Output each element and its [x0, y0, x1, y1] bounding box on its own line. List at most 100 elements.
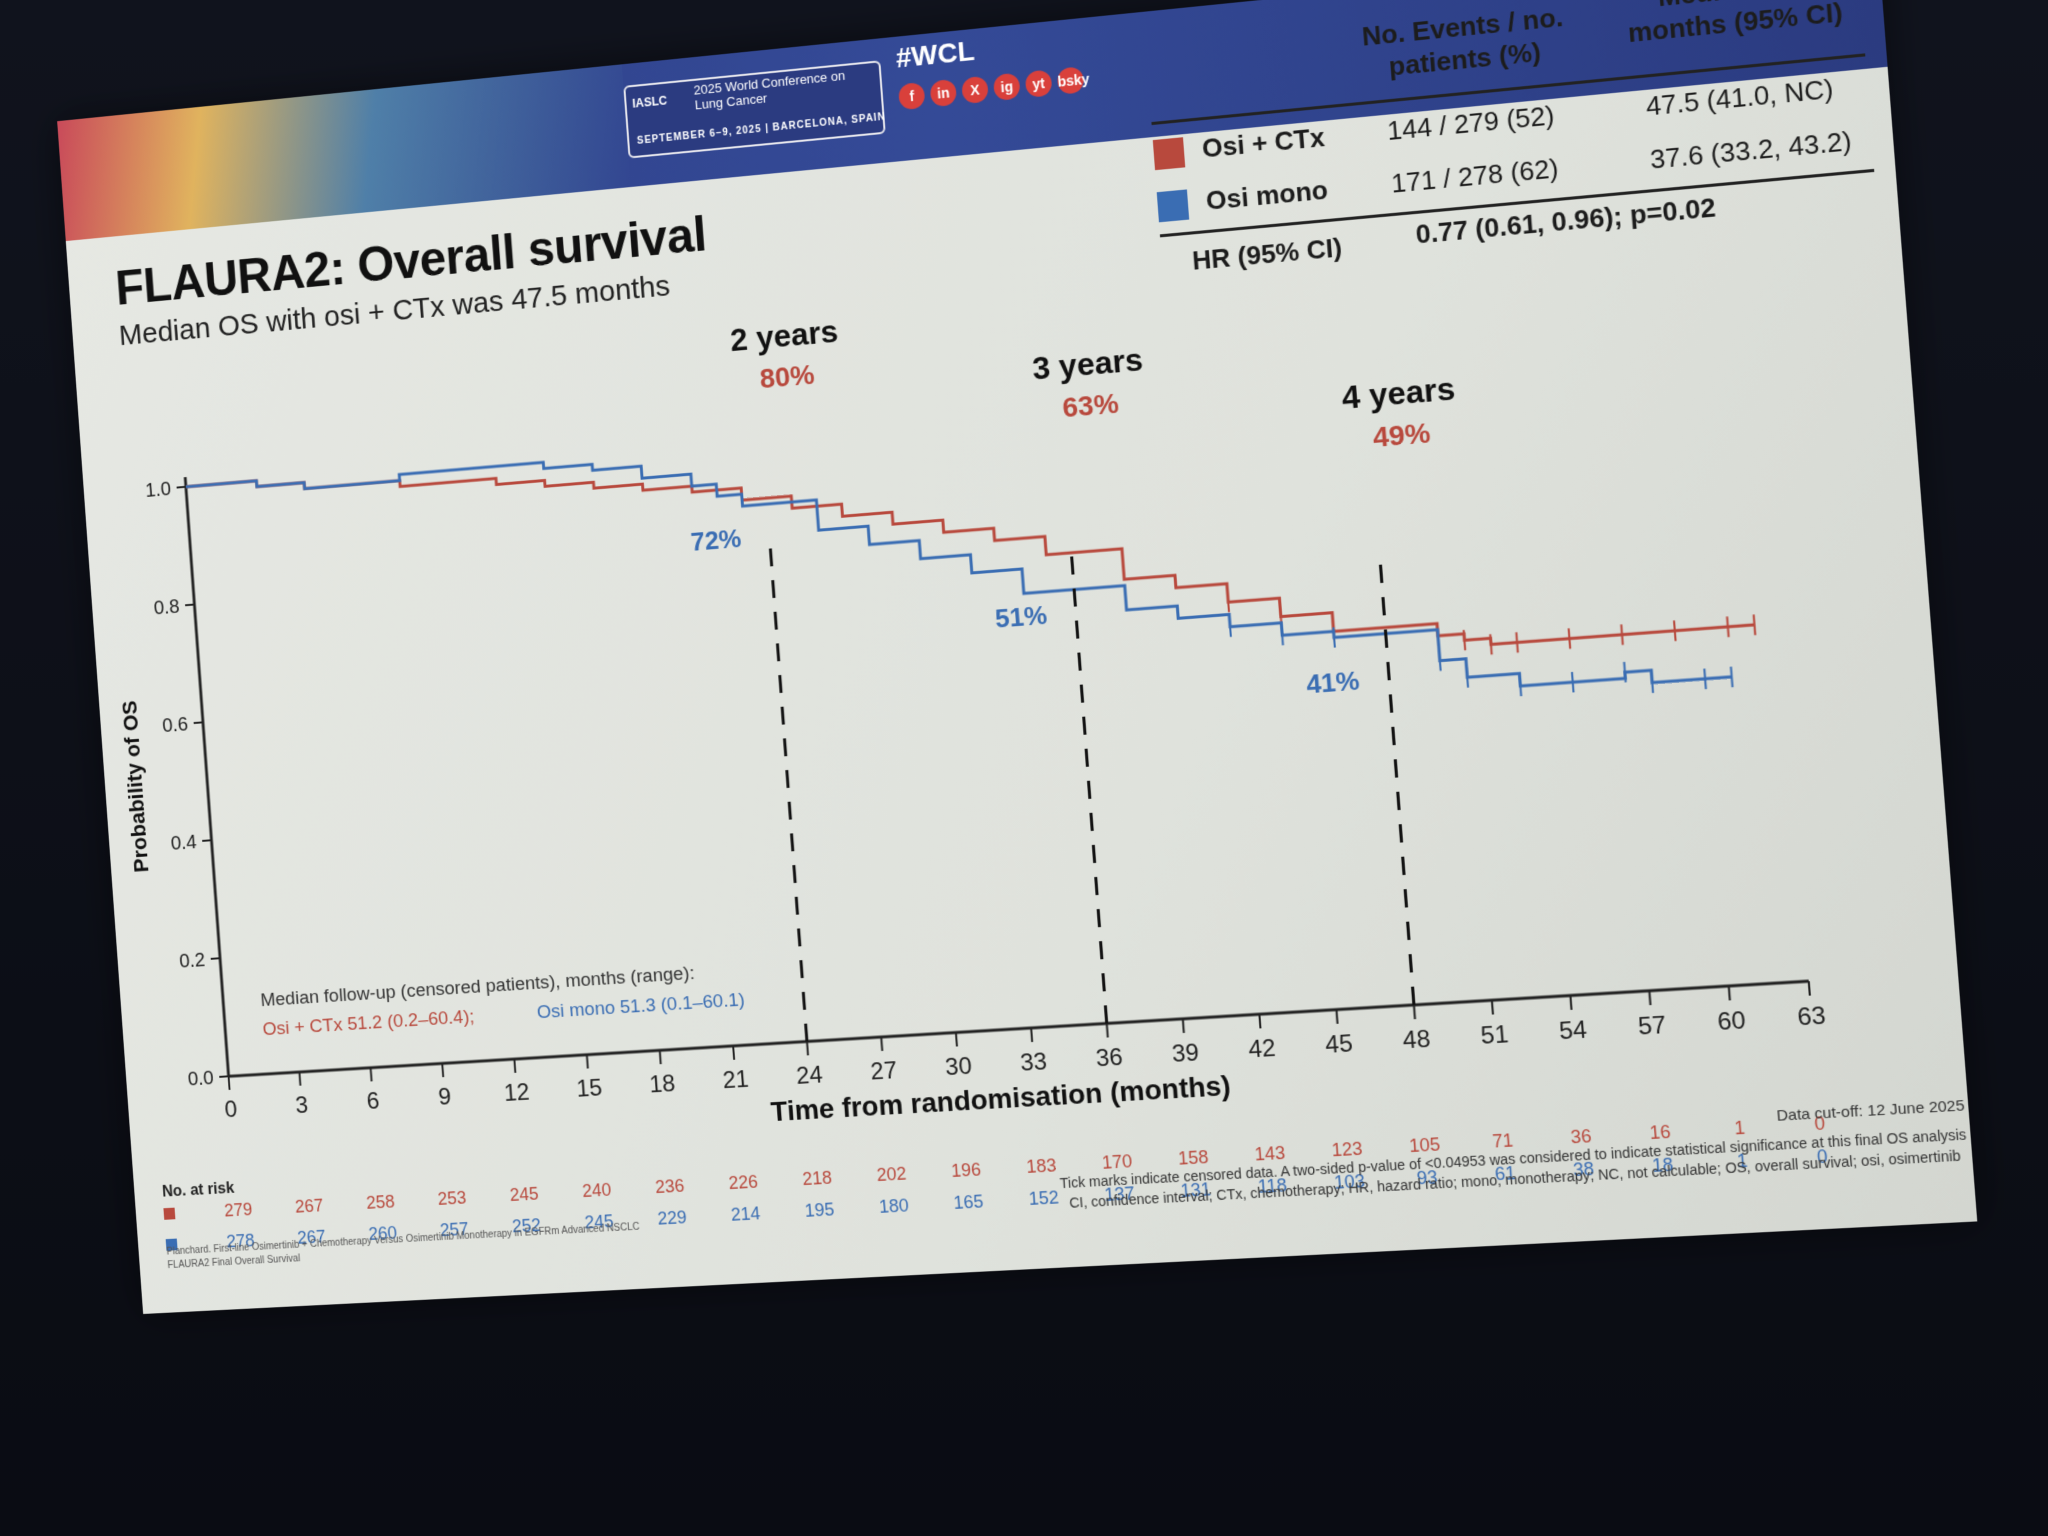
censor-tick	[1731, 667, 1733, 688]
x-tick-label: 51	[1480, 1020, 1510, 1049]
x-tick-label: 33	[1019, 1048, 1048, 1076]
at-risk-osi-ctx-count: 143	[1254, 1142, 1286, 1164]
censor-tick	[1674, 621, 1676, 642]
y-axis-line	[185, 477, 228, 1076]
y-tick-label: 0.6	[162, 713, 189, 737]
x-tick-label: 21	[722, 1065, 750, 1093]
at-risk-osi-ctx-count: 123	[1331, 1138, 1363, 1160]
at-risk-osi-mono-count: 152	[1028, 1187, 1059, 1209]
y-tick-label: 1.0	[145, 478, 172, 502]
at-risk-osi-ctx-count: 258	[366, 1191, 396, 1212]
at-risk-osi-ctx-count: 240	[582, 1179, 613, 1201]
at-risk-osi-ctx-count: 105	[1408, 1134, 1441, 1156]
x-tick-label: 15	[576, 1074, 604, 1102]
y-tick-label: 0.4	[170, 831, 197, 855]
at-risk-osi-ctx-count: 36	[1570, 1125, 1593, 1147]
x-tick	[1570, 996, 1571, 1010]
y-tick	[211, 958, 220, 959]
osi-mono-curve	[186, 358, 1732, 788]
landmark-dashed-line	[770, 540, 807, 1041]
censor-tick	[1621, 624, 1623, 644]
censor-tick	[1572, 672, 1574, 692]
x-tick-label: 54	[1558, 1016, 1588, 1045]
x-tick	[1107, 1023, 1108, 1037]
landmark-osi-mono-value: 72%	[690, 524, 743, 556]
y-tick-label: 0.2	[179, 949, 206, 972]
y-tick	[202, 840, 211, 841]
at-risk-osi-ctx-count: 202	[876, 1163, 907, 1185]
x-tick	[514, 1059, 515, 1073]
x-tick-label: 57	[1637, 1011, 1667, 1040]
landmark-dashed-line	[1380, 553, 1414, 1005]
at-risk-title: No. at risk	[162, 1180, 235, 1201]
landmark-label: 3 years	[1031, 341, 1144, 386]
x-tick-label: 18	[648, 1070, 676, 1098]
followup-osi-mono: Osi mono 51.3 (0.1–60.1)	[536, 988, 745, 1022]
landmark-osi-ctx-value: 49%	[1372, 416, 1432, 453]
x-tick-label: 48	[1402, 1025, 1431, 1054]
x-tick-label: 6	[366, 1087, 380, 1114]
y-tick-label: 0.8	[153, 596, 180, 620]
x-tick	[1809, 981, 1810, 995]
landmark-dashed-line	[1071, 547, 1107, 1024]
x-tick-label: 42	[1247, 1034, 1276, 1062]
at-risk-osi-ctx-count: 245	[509, 1183, 539, 1205]
x-tick-label: 3	[295, 1092, 309, 1119]
at-risk-osi-ctx-count: 196	[951, 1159, 982, 1181]
x-tick	[1492, 1000, 1493, 1014]
x-tick	[1259, 1014, 1260, 1028]
landmark-label: 2 years	[729, 313, 839, 358]
x-tick-label: 60	[1716, 1006, 1746, 1035]
x-tick	[442, 1063, 443, 1077]
x-tick-label: 27	[870, 1057, 898, 1085]
at-risk-osi-ctx-count: 170	[1101, 1151, 1133, 1173]
at-risk-osi-ctx-count: 236	[655, 1175, 686, 1197]
x-tick-label: 63	[1796, 1002, 1826, 1031]
censor-tick	[1754, 615, 1756, 636]
x-tick	[587, 1055, 588, 1069]
x-tick-label: 9	[437, 1083, 452, 1110]
y-axis-title: Probability of OS	[118, 700, 153, 874]
at-risk-osi-ctx-count: 267	[294, 1195, 324, 1216]
x-tick-label: 24	[795, 1061, 823, 1089]
censor-tick	[1727, 617, 1729, 638]
x-tick-label: 39	[1171, 1039, 1200, 1067]
at-risk-osi-mono-count: 195	[804, 1199, 835, 1221]
at-risk-osi-ctx-count: 253	[437, 1187, 467, 1209]
at-risk-osi-mono-count: 165	[953, 1191, 984, 1213]
x-tick	[1729, 986, 1730, 1000]
y-tick	[177, 487, 186, 488]
at-risk-osi-mono-count: 180	[878, 1195, 909, 1217]
censor-tick	[1569, 628, 1571, 648]
landmark-osi-ctx-value: 80%	[759, 358, 816, 394]
x-tick	[299, 1072, 300, 1086]
x-tick-label: 36	[1095, 1043, 1124, 1071]
x-tick	[1649, 991, 1650, 1005]
y-tick-label: 0.0	[187, 1067, 215, 1090]
x-tick-label: 0	[224, 1096, 238, 1122]
landmark-label: 4 years	[1341, 370, 1457, 416]
censor-tick	[1516, 632, 1518, 652]
kaplan-meier-chart: 0.00.20.40.60.81.00 3 6 9 12 15 18 21 24 27 30 33 36…	[57, 0, 1977, 1314]
at-risk-osi-ctx-count: 183	[1026, 1155, 1058, 1177]
at-risk-osi-ctx-count: 218	[802, 1167, 833, 1189]
at-risk-osi-ctx-swatch	[163, 1208, 175, 1220]
at-risk-osi-ctx-count: 158	[1177, 1147, 1209, 1169]
y-tick	[194, 722, 203, 723]
at-risk-osi-ctx-count: 279	[224, 1199, 253, 1220]
x-tick	[881, 1037, 882, 1051]
presentation-slide: IASLC 2025 World Conference on Lung Canc…	[57, 0, 1977, 1314]
at-risk-osi-ctx-count: 71	[1491, 1130, 1513, 1152]
landmark-osi-ctx-value: 63%	[1061, 387, 1119, 423]
at-risk-osi-mono-count: 214	[730, 1203, 761, 1225]
landmark-osi-mono-value: 41%	[1305, 667, 1360, 700]
x-tick	[371, 1068, 372, 1082]
chart-series	[186, 355, 1759, 797]
x-tick	[807, 1041, 808, 1055]
x-tick-label: 12	[503, 1078, 530, 1106]
y-tick	[185, 605, 194, 606]
x-tick-label: 30	[944, 1052, 972, 1080]
chart-annotations: 2 years80%72%3 years63%51%4 years49%41%M…	[215, 259, 1502, 1074]
x-axis-title: Time from randomisation (months)	[770, 1069, 1232, 1127]
